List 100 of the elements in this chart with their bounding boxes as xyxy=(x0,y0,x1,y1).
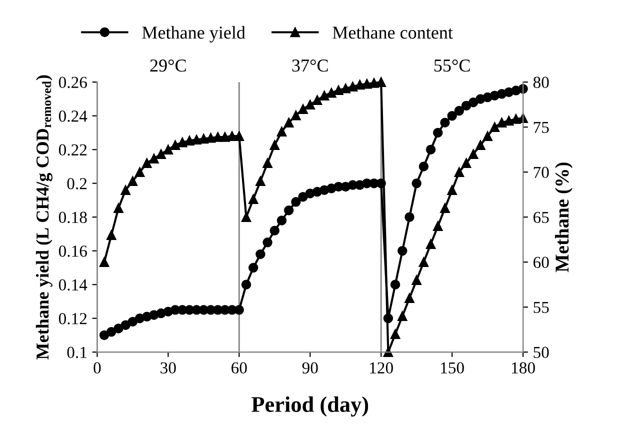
point xyxy=(418,257,429,267)
point xyxy=(256,176,266,186)
point xyxy=(128,316,138,327)
legend-label: Methane content xyxy=(332,26,453,39)
y-axis-title: Methane yield (L CH4/g COD$_{removed}$) xyxy=(36,75,52,360)
point xyxy=(440,118,450,128)
point xyxy=(120,185,130,195)
point xyxy=(298,192,308,202)
point xyxy=(369,78,379,88)
point xyxy=(348,82,358,92)
text: 37°C xyxy=(292,59,328,72)
y2-tick-label: 55 xyxy=(534,302,549,314)
point xyxy=(426,239,436,249)
point xyxy=(447,185,457,195)
point xyxy=(241,280,252,290)
point xyxy=(170,140,180,150)
point xyxy=(383,347,394,357)
x-tick-label: 150 xyxy=(441,362,464,374)
point xyxy=(220,132,230,142)
y2-tick-label: 50 xyxy=(534,346,549,358)
y-tick-label: 0.16 xyxy=(58,246,87,257)
point xyxy=(511,114,521,124)
point xyxy=(412,178,422,188)
x-axis-title: Period (day) xyxy=(252,396,368,417)
point xyxy=(482,131,492,141)
point xyxy=(276,216,287,226)
point xyxy=(476,140,486,150)
point xyxy=(234,131,244,141)
legend-label: Methane yield xyxy=(142,26,246,42)
point xyxy=(212,132,223,142)
point xyxy=(114,203,124,213)
y-tick-label: 0.12 xyxy=(58,313,87,324)
point xyxy=(334,85,344,96)
point xyxy=(248,194,258,204)
point xyxy=(270,140,280,150)
point xyxy=(262,238,272,248)
y2-axis-title: Methane (%) xyxy=(555,162,573,272)
point xyxy=(312,95,322,105)
x-tick-label: 0 xyxy=(94,362,101,374)
point xyxy=(412,275,422,285)
point xyxy=(326,88,336,98)
y2-tick-label: 75 xyxy=(534,122,549,134)
point xyxy=(291,197,301,207)
point xyxy=(128,176,138,186)
point xyxy=(440,203,450,213)
point xyxy=(305,100,315,110)
point xyxy=(198,134,209,144)
y-tick-label: 0.24 xyxy=(58,110,88,122)
point xyxy=(398,246,408,256)
y2-tick-label: 80 xyxy=(533,76,549,88)
x-tick-label: 60 xyxy=(232,362,247,374)
point xyxy=(276,126,287,136)
point xyxy=(398,311,408,321)
y-tick-label: 0.18 xyxy=(58,212,87,224)
y2-tick-label: 60 xyxy=(533,256,549,268)
x-tick-label: 120 xyxy=(370,362,393,374)
point xyxy=(390,280,400,290)
point xyxy=(227,131,237,141)
point xyxy=(298,104,308,114)
x-tick-label: 90 xyxy=(302,362,318,374)
point xyxy=(270,226,280,236)
point xyxy=(376,77,386,87)
point xyxy=(454,167,464,177)
point xyxy=(404,212,414,222)
point xyxy=(496,118,507,128)
y-tick-label: 0.26 xyxy=(58,76,87,88)
point xyxy=(114,324,124,334)
point xyxy=(262,158,272,168)
point xyxy=(418,162,429,172)
point xyxy=(99,257,110,267)
point xyxy=(184,136,194,146)
point xyxy=(433,221,443,231)
point xyxy=(142,158,152,168)
y-tick-label: 0.1 xyxy=(67,346,86,358)
text: 29°C xyxy=(150,59,186,72)
point xyxy=(433,128,443,138)
point xyxy=(461,158,472,168)
point xyxy=(248,262,258,273)
point xyxy=(404,293,414,303)
y-tick-label: 0.2 xyxy=(67,178,87,190)
point xyxy=(106,230,116,240)
point xyxy=(120,320,130,330)
point xyxy=(284,118,294,128)
point xyxy=(206,133,216,143)
point xyxy=(468,97,478,108)
y-tick-label: 0.14 xyxy=(58,279,88,291)
point xyxy=(340,84,350,94)
point xyxy=(454,106,464,116)
text: 55°C xyxy=(434,59,470,72)
point xyxy=(291,110,301,120)
point xyxy=(461,100,472,111)
point xyxy=(468,149,478,159)
point xyxy=(156,149,166,159)
point xyxy=(256,249,266,260)
point xyxy=(163,144,174,154)
point xyxy=(177,138,188,148)
point xyxy=(447,110,457,121)
point xyxy=(390,329,400,339)
point xyxy=(426,144,436,154)
point xyxy=(134,167,145,177)
